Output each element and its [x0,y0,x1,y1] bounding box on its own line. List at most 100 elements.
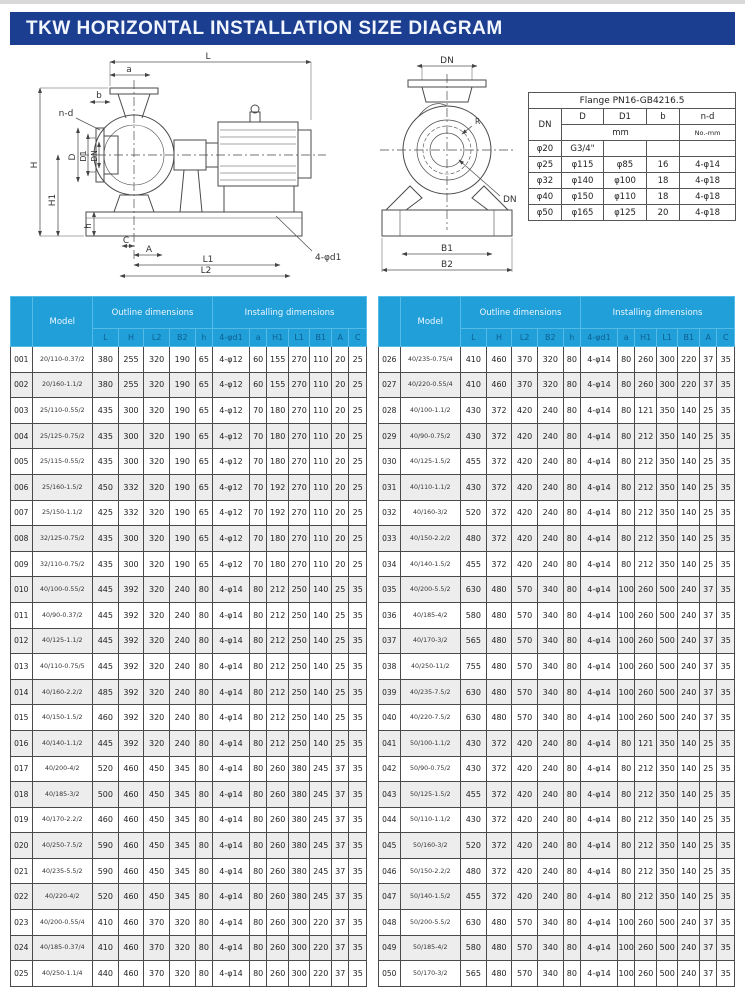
value-cell: 350 [655,550,679,578]
value-cell: 35 [348,627,367,655]
value-cell: 35 [716,678,735,706]
model-cell: 50/125-1.5/2 [399,781,462,808]
value-cell: 4-φ12 [212,397,250,424]
value-cell: 80 [248,934,268,962]
model-cell: 50/110-1.1/2 [399,806,462,834]
value-cell: 372 [485,781,513,808]
value-cell: 340 [536,576,564,603]
value-cell: 80 [562,525,582,552]
value-cell: 4-φ14 [580,934,618,962]
table-row: 042 50/90-0.75/2 430 372 420 240 80 4-φ14 80 212 3… [378,755,735,783]
value-cell: 372 [485,448,513,475]
value-cell: 380 [287,883,311,911]
model-cell: 50/160-3/2 [399,832,462,859]
value-cell: 580 [460,601,487,629]
value-cell: 435 [92,550,119,578]
model-cell: 40/140-1.1/2 [31,729,94,757]
value-cell: 250 [287,601,311,629]
table-row: φ50 φ165 φ125 20 4-φ18 [528,204,737,221]
value-cell: 240 [536,832,564,859]
model-cell: 40/90-0.75/2 [399,422,462,450]
value-cell: 110 [309,473,332,501]
value-cell: 212 [634,499,657,527]
value-cell: 500 [655,960,679,987]
value-cell: 35 [716,806,735,834]
value-cell: 80 [194,806,214,834]
header-L2: L2 [143,328,170,347]
table-row: 038 40/250-11/2 755 480 570 340 80 4-φ14 100 260 5… [378,653,735,680]
model-cell: 50/200-5.5/2 [399,909,462,936]
value-cell: 300 [287,960,311,987]
value-cell: 190 [168,346,196,373]
value-cell: 240 [536,729,564,757]
pump-side-view-diagram: L a b n-d H H1 D D1 DN h C A L1 L2 4-φd1 [28,50,360,288]
model-cell: 40/125-1.5/2 [399,448,462,475]
flange-value-cell: 4-φ14 [678,156,737,173]
value-cell: 212 [266,704,289,731]
value-cell: 35 [716,832,735,859]
model-cell: 25/125-0.75/2 [31,422,94,450]
value-cell: 4-φ14 [580,627,618,655]
value-cell: 240 [677,653,700,680]
value-cell: 480 [485,934,513,962]
flange-value-cell: 18 [646,188,680,205]
flange-dn-cell: φ40 [528,188,562,205]
value-cell: 372 [485,499,513,527]
model-cell: 40/220-0.55/4 [399,371,462,399]
flange-col-nd: n-d [678,108,737,125]
value-cell: 37 [698,601,718,629]
value-cell: 70 [248,550,268,578]
value-cell: 80 [248,678,268,706]
value-cell: 4-φ14 [580,346,618,373]
value-cell: 350 [655,755,679,783]
value-cell: 370 [143,909,170,936]
value-cell: 80 [248,653,268,680]
header-C: C [348,328,367,347]
value-cell: 140 [677,832,700,859]
value-cell: 372 [485,806,513,834]
value-cell: 255 [117,371,145,399]
value-cell: 565 [460,960,487,987]
value-cell: 500 [92,781,119,808]
value-cell: 110 [309,448,332,475]
model-cell: 40/185-3/2 [31,781,94,808]
value-cell: 35 [716,755,735,783]
value-cell: 212 [266,653,289,680]
value-cell: 212 [634,755,657,783]
value-cell: 240 [677,601,700,629]
row-number: 022 [10,883,33,911]
table-row: 032 40/160-3/2 520 372 420 240 80 4-φ14 80 212 350… [378,499,735,527]
value-cell: 260 [266,909,289,936]
value-cell: 630 [460,704,487,731]
value-cell: 121 [634,397,657,424]
value-cell: 320 [143,576,170,603]
value-cell: 460 [117,934,145,962]
value-cell: 420 [511,525,538,552]
value-cell: 212 [634,525,657,552]
value-cell: 140 [677,806,700,834]
row-number: 039 [378,678,401,706]
model-cell: 40/250-1.1/4 [31,960,94,987]
table-row: 016 40/140-1.1/2 445 392 320 240 80 4-φ14 80 212 2… [10,729,367,757]
table-row: 004 25/125-0.75/2 435 300 320 190 65 4-φ12 70 180… [10,422,367,450]
value-cell: 570 [511,909,538,936]
value-cell: 35 [348,601,367,629]
value-cell: 80 [194,934,214,962]
value-cell: 240 [536,422,564,450]
row-number: 043 [378,781,401,808]
value-cell: 425 [92,499,119,527]
value-cell: 320 [536,346,564,373]
value-cell: 240 [168,601,196,629]
value-cell: 270 [287,525,311,552]
table-row: 010 40/100-0.55/2 445 392 320 240 80 4-φ14 80 212… [10,576,367,603]
value-cell: 35 [348,857,367,885]
value-cell: 80 [562,627,582,655]
value-cell: 100 [616,653,636,680]
value-cell: 35 [348,729,367,757]
value-cell: 4-φ14 [212,601,250,629]
dim-label-h: h [84,223,94,229]
value-cell: 80 [248,627,268,655]
value-cell: 212 [634,781,657,808]
value-cell: 212 [634,832,657,859]
value-cell: 80 [562,448,582,475]
